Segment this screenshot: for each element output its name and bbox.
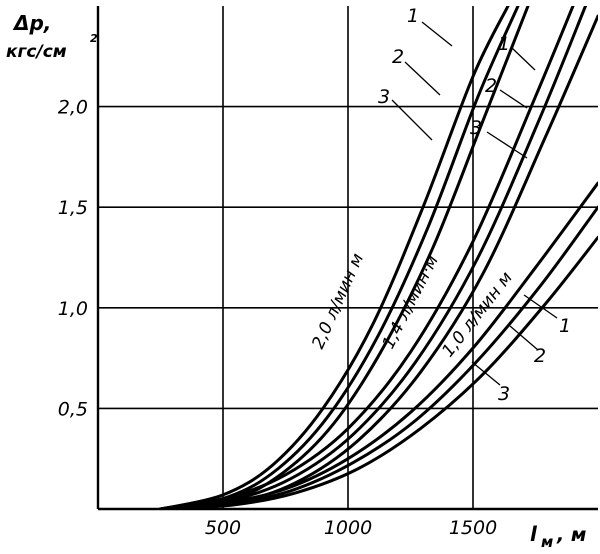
- leader-line: [486, 131, 528, 159]
- axes: [96, 6, 598, 511]
- series-line-group3-curve3: [159, 235, 598, 509]
- tick-labels: 500 1000 1500 0,5 1,0 1,5 2,0: [58, 97, 497, 539]
- y-tick-label: 0,5: [58, 398, 88, 420]
- series-line-group1-curve3: [159, 6, 530, 509]
- series-line-group1-curve1: [159, 6, 510, 509]
- y-axis-unit: кгс/см: [6, 42, 67, 62]
- leader-line: [523, 294, 558, 319]
- y-tick-label: 1,0: [58, 298, 88, 320]
- curve-number-1-4-3: 3: [470, 117, 482, 139]
- curve-number-1-0-1: 1: [559, 315, 571, 337]
- curve-number-2-0-2: 2: [392, 46, 404, 68]
- curve-number-1-4-1: 1: [498, 33, 510, 55]
- curve-number-1-0-3: 3: [498, 383, 510, 405]
- x-tick-label: 1000: [324, 517, 372, 539]
- curves: [159, 6, 598, 509]
- x-axis-symbol: l: [530, 522, 538, 546]
- leader-line: [471, 361, 501, 386]
- series-line-group1-curve2: [159, 6, 520, 509]
- leader-line: [511, 47, 536, 71]
- series-line-group3-curve1: [159, 181, 598, 509]
- series-line-group2-curve2: [159, 6, 587, 509]
- leader-line: [421, 21, 453, 47]
- leader-lines: [391, 21, 558, 386]
- x-axis-unit: , м: [556, 524, 586, 546]
- leader-line: [499, 89, 528, 109]
- x-tick-label: 500: [205, 517, 241, 539]
- y-axis-unit-exponent: 2: [90, 32, 98, 45]
- leader-line: [509, 325, 539, 351]
- x-axis-subscript: м: [541, 533, 553, 551]
- y-tick-label: 1,5: [58, 197, 88, 219]
- leader-line: [391, 99, 433, 141]
- y-axis-symbol: Δp,: [12, 11, 51, 35]
- leader-line: [404, 61, 441, 96]
- curve-number-1-0-2: 2: [534, 345, 546, 367]
- series-line-group3-curve2: [159, 205, 598, 509]
- curve-number-1-4-2: 2: [485, 75, 497, 97]
- y-tick-label: 2,0: [58, 97, 88, 119]
- curve-number-2-0-3: 3: [378, 86, 390, 108]
- curve-number-2-0-1: 1: [407, 5, 419, 27]
- group-label-2-0: 2,0 л/мин м: [308, 250, 368, 352]
- x-tick-label: 1500: [449, 517, 497, 539]
- grid: [98, 6, 598, 509]
- series-line-group2-curve1: [159, 6, 575, 509]
